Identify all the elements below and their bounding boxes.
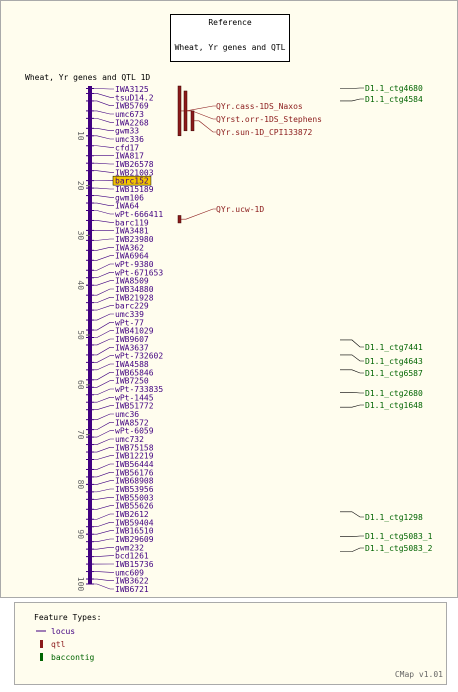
axis-tick-label: 30	[76, 231, 85, 241]
axis-tick-label: 90	[76, 529, 85, 539]
qtl-label[interactable]: QYr.cass-1DS_Naxos	[216, 102, 303, 111]
contig-label[interactable]: D1.1_ctg4643	[365, 357, 423, 366]
reference-map-name[interactable]: Wheat, Yr genes and QTL	[175, 43, 286, 52]
legend-baccontig-icon	[40, 653, 43, 661]
reference-title: Reference	[208, 18, 252, 27]
locus-label[interactable]: IWB6721	[115, 585, 149, 594]
qtl-bar[interactable]	[184, 91, 187, 131]
axis-tick-label: 100	[76, 577, 85, 592]
contig-label[interactable]: D1.1_ctg5083_2	[365, 544, 433, 553]
contig-label[interactable]: D1.1_ctg1298	[365, 513, 423, 522]
legend-title: Feature Types:	[34, 613, 101, 622]
axis-tick-label: 70	[76, 430, 85, 440]
legend-qtl-icon	[40, 640, 43, 648]
qtl-bar[interactable]	[191, 111, 194, 131]
qtl-label[interactable]: QYrst.orr-1DS_Stephens	[216, 115, 322, 124]
contig-label[interactable]: D1.1_ctg6587	[365, 369, 423, 378]
qtl-label[interactable]: QYr.sun-1D_CPI133872	[216, 128, 313, 137]
map-title[interactable]: Wheat, Yr genes and QTL 1D	[25, 73, 150, 82]
axis-tick-label: 60	[76, 380, 85, 390]
qtl-bar[interactable]	[178, 215, 181, 222]
qtl-bar[interactable]	[178, 86, 181, 136]
contig-label[interactable]: D1.1_ctg7441	[365, 343, 423, 352]
axis-tick-label: 50	[76, 330, 85, 340]
contig-label[interactable]: D1.1_ctg4584	[365, 95, 423, 104]
axis-tick-label: 20	[76, 181, 85, 191]
legend-item-label: locus	[51, 627, 75, 636]
contig-label[interactable]: D1.1_ctg1648	[365, 401, 423, 410]
contig-label[interactable]: D1.1_ctg4680	[365, 84, 423, 93]
legend-item-label: baccontig	[51, 653, 95, 662]
axis-tick-label: 10	[76, 131, 85, 141]
legend-item-label: qtl	[51, 640, 66, 649]
contig-label[interactable]: D1.1_ctg2680	[365, 389, 423, 398]
axis-tick-label: 40	[76, 280, 85, 290]
qtl-label[interactable]: QYr.ucw-1D	[216, 205, 264, 214]
axis-tick-label: 80	[76, 480, 85, 490]
footer-version: CMap v1.01	[395, 670, 443, 679]
contig-label[interactable]: D1.1_ctg5083_1	[365, 532, 433, 541]
